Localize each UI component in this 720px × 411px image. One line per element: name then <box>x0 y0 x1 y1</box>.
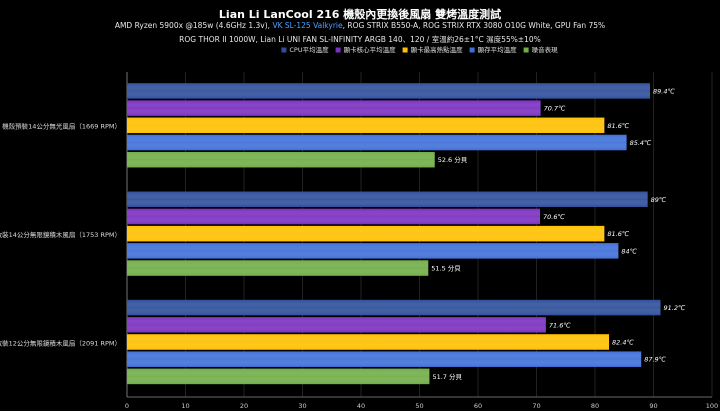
bar-value-label: 70.7℃ <box>544 105 566 113</box>
legend-label: 顯卡最高熱點溫度 <box>411 45 464 54</box>
subtitle-highlight: VK SL-125 Valkyrie <box>272 21 343 30</box>
bar-shine <box>127 317 546 333</box>
bar-value-label: 51.7 分貝 <box>432 372 462 381</box>
x-tick-label: 20 <box>240 402 248 410</box>
bar-value-label: 89℃ <box>651 196 667 204</box>
bar-shine <box>127 225 605 242</box>
legend-swatch <box>402 47 408 53</box>
legend-label: CPU平均溫度 <box>289 45 329 54</box>
bar-shine <box>127 117 605 134</box>
category-label: 機殼預裝14公分無光風扇（1669 RPM） <box>2 122 121 131</box>
bar-shine <box>127 368 430 385</box>
x-tick-label: 90 <box>649 402 657 410</box>
chart-subtitle-line-2: ROG THOR II 1000W, Lian Li UNI FAN SL-IN… <box>179 35 541 44</box>
bar-value-label: 91.2℃ <box>664 304 686 312</box>
bar-value-label: 71.6℃ <box>549 321 571 329</box>
bar-shine <box>127 351 642 367</box>
category-label: 改裝12公分無限鏡積木風扇（2091 RPM） <box>0 338 121 347</box>
legend-swatch <box>335 47 341 53</box>
bar-shine <box>127 134 627 151</box>
bar-shine <box>127 100 541 116</box>
bar-value-label: 84℃ <box>621 247 637 255</box>
bar-shine <box>127 334 610 350</box>
subtitle-line-1-pre: AMD Ryzen 5900x @185w (4.6GHz 1.3v), <box>114 21 273 30</box>
chart-title: Lian Li LanCool 216 機殼內更換後風扇 雙烤溫度測試 <box>218 8 502 21</box>
x-tick-label: 60 <box>474 402 482 410</box>
bar-shine <box>127 191 648 207</box>
bar-value-label: 87.9℃ <box>644 356 666 364</box>
bar-value-label: 70.6℃ <box>543 213 565 221</box>
x-tick-label: 70 <box>532 402 540 410</box>
bar-value-label: 85.4℃ <box>630 139 652 147</box>
legend-label: 噪音表現 <box>532 45 559 54</box>
chart-subtitle-line-1: AMD Ryzen 5900x @185w (4.6GHz 1.3v), VK … <box>0 21 720 30</box>
x-tick-label: 0 <box>125 402 129 410</box>
x-tick-label: 80 <box>591 402 599 410</box>
x-tick-label: 30 <box>298 402 306 410</box>
bar-value-label: 89.4℃ <box>653 87 675 95</box>
bar-shine <box>127 208 541 225</box>
bar-shine <box>127 299 661 316</box>
bar-shine <box>127 260 429 276</box>
subtitle-line-1-post: , ROG STRIX B550-A, ROG STRIX RTX 3080 O… <box>342 21 606 30</box>
category-label: 改裝14公分無限鏡積木風扇（1753 RPM） <box>0 230 121 239</box>
bar-shine <box>127 151 435 168</box>
x-tick-label: 10 <box>181 402 189 410</box>
x-tick-label: 50 <box>415 402 423 410</box>
bar-value-label: 51.5 分貝 <box>431 264 461 273</box>
legend-swatch <box>469 47 475 53</box>
x-tick-label: 40 <box>357 402 365 410</box>
bar-value-label: 81.6℃ <box>607 122 629 130</box>
bar-value-label: 81.6℃ <box>607 230 629 238</box>
legend-label: 顯卡核心平均溫度 <box>344 45 397 54</box>
legend-swatch <box>523 47 529 53</box>
bar-value-label: 52.6 分貝 <box>438 155 468 164</box>
legend-swatch <box>281 47 287 53</box>
legend-label: 顯存平均溫度 <box>478 45 518 54</box>
x-tick-label: 100 <box>706 402 718 410</box>
bar-shine <box>127 83 650 99</box>
bar-shine <box>127 243 619 259</box>
bar-value-label: 82.4℃ <box>612 338 634 346</box>
